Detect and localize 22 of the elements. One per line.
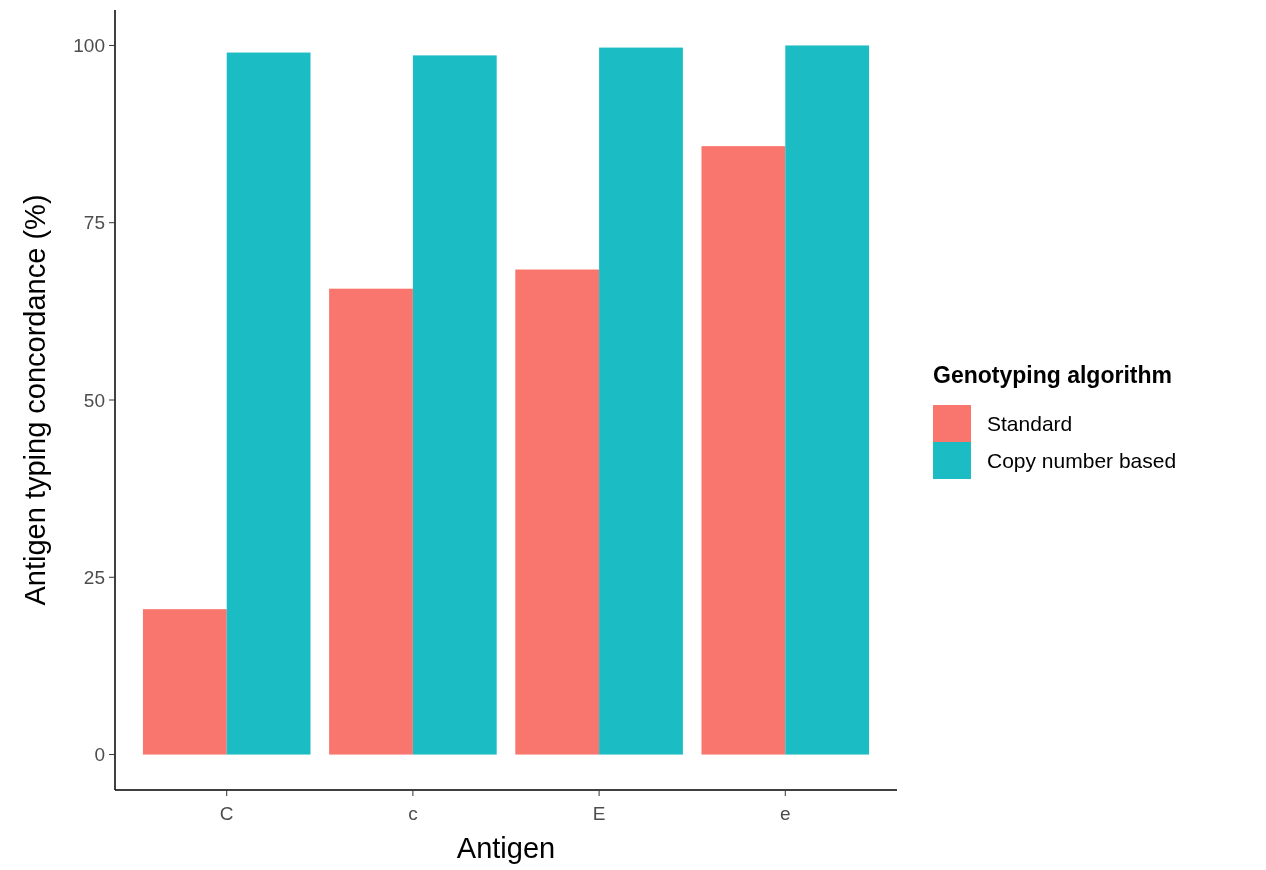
y-tick-label: 75: [83, 212, 105, 234]
bar: [226, 52, 311, 755]
bar: [142, 609, 227, 755]
x-axis-title: Antigen: [456, 832, 556, 864]
y-tick-label: 0: [94, 744, 105, 766]
bar: [515, 269, 600, 755]
y-axis-title: Antigen typing concordance (%): [19, 194, 51, 606]
x-tick-label: C: [219, 803, 234, 824]
legend-label: Copy number based: [987, 449, 1177, 473]
y-tick-label: 25: [83, 566, 105, 588]
y-tick-label: 100: [73, 35, 105, 57]
bar: [412, 55, 497, 755]
legend-label: Standard: [987, 412, 1073, 436]
bar: [785, 45, 870, 755]
bar: [599, 47, 683, 755]
x-tick-label: e: [780, 803, 791, 824]
bar: [701, 146, 786, 755]
y-tick-label: 50: [83, 389, 105, 411]
legend-title: Genotyping algorithm: [933, 362, 1172, 389]
x-tick-label: c: [408, 803, 418, 824]
x-tick-label: E: [592, 803, 606, 824]
bar: [329, 288, 413, 755]
